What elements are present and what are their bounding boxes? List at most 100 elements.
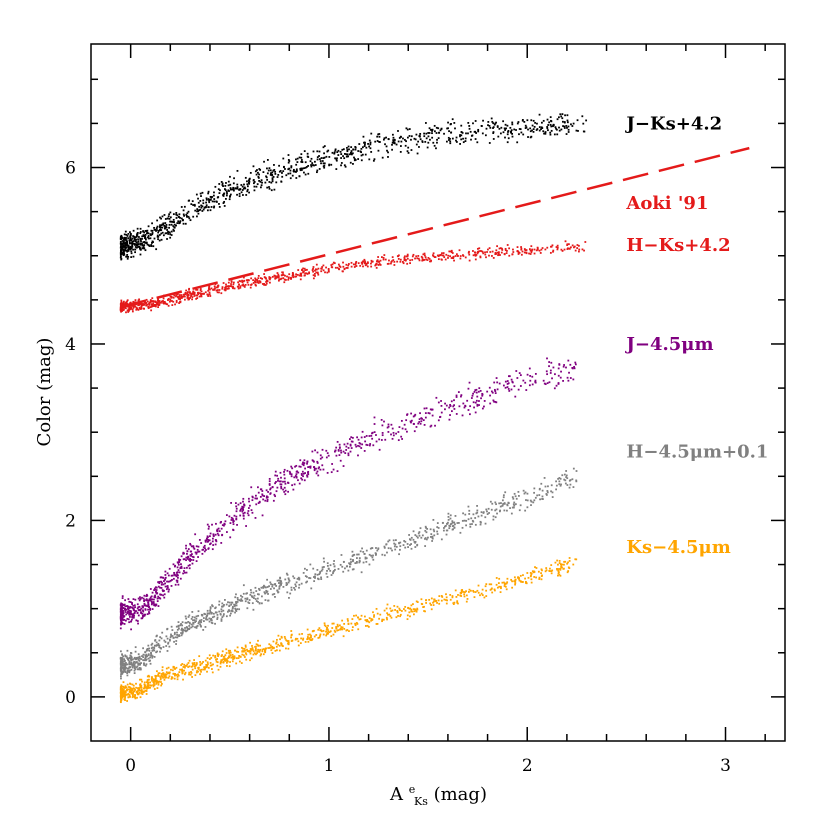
- data-point: [562, 120, 564, 123]
- data-point: [167, 590, 170, 593]
- data-point: [548, 365, 550, 368]
- data-point: [145, 593, 148, 596]
- data-point: [177, 562, 180, 564]
- data-point: [425, 602, 428, 604]
- data-point: [401, 260, 404, 263]
- data-point: [203, 620, 205, 623]
- data-point: [191, 200, 194, 203]
- data-point: [568, 371, 570, 374]
- data-point: [221, 534, 223, 537]
- data-point: [174, 674, 176, 677]
- data-point: [139, 678, 141, 681]
- data-point: [188, 217, 191, 220]
- data-point: [219, 662, 222, 665]
- data-point: [252, 608, 255, 611]
- data-point: [259, 654, 262, 657]
- data-point: [171, 574, 174, 577]
- data-point: [357, 616, 360, 619]
- data-point: [176, 631, 178, 634]
- data-point: [306, 461, 309, 463]
- data-point: [147, 644, 150, 647]
- data-point: [121, 595, 124, 598]
- data-point: [263, 273, 266, 275]
- data-point: [467, 505, 470, 508]
- data-point: [555, 246, 558, 248]
- data-point: [540, 572, 542, 575]
- data-point: [139, 242, 142, 245]
- data-point: [468, 259, 471, 262]
- data-point: [129, 687, 132, 689]
- data-point: [208, 617, 211, 620]
- data-point: [398, 553, 400, 556]
- data-point: [185, 213, 188, 216]
- data-point: [363, 145, 366, 147]
- data-point: [143, 301, 146, 304]
- data-point: [212, 537, 214, 540]
- data-point: [121, 690, 124, 693]
- data-point: [345, 267, 348, 269]
- data-point: [132, 616, 134, 619]
- data-point: [121, 310, 123, 312]
- data-point: [126, 700, 129, 702]
- data-point: [145, 663, 148, 666]
- data-point: [192, 546, 195, 549]
- data-point: [434, 600, 437, 603]
- data-point: [234, 611, 236, 614]
- data-point: [160, 224, 163, 227]
- data-point: [351, 550, 354, 553]
- data-point: [337, 268, 340, 270]
- data-point: [211, 668, 213, 670]
- data-point: [132, 305, 135, 308]
- data-point: [347, 619, 349, 622]
- data-point: [140, 692, 143, 695]
- data-point: [383, 609, 386, 612]
- data-point: [285, 584, 288, 586]
- data-point: [419, 138, 422, 141]
- data-point: [238, 283, 240, 286]
- data-point: [158, 302, 160, 304]
- data-point: [425, 538, 428, 541]
- data-point: [120, 249, 122, 251]
- data-point: [340, 626, 343, 628]
- data-point: [460, 134, 463, 137]
- data-point: [220, 608, 223, 611]
- data-point: [147, 601, 149, 604]
- data-point: [399, 541, 402, 544]
- data-point: [141, 237, 143, 240]
- data-point: [511, 135, 514, 138]
- data-point: [467, 132, 469, 135]
- data-point: [451, 256, 454, 259]
- data-point: [128, 660, 131, 663]
- data-point: [224, 654, 227, 657]
- data-point: [241, 599, 244, 602]
- data-point: [469, 589, 472, 592]
- data-point: [460, 131, 463, 133]
- data-point: [547, 485, 549, 488]
- data-point: [310, 634, 312, 637]
- data-point: [456, 600, 459, 603]
- data-point: [510, 378, 513, 381]
- data-point: [259, 186, 262, 189]
- data-point: [120, 657, 123, 660]
- data-point: [262, 498, 265, 501]
- data-point: [519, 374, 522, 377]
- data-point: [131, 666, 134, 669]
- data-point: [332, 563, 335, 565]
- data-point: [346, 267, 349, 269]
- data-point: [185, 559, 187, 562]
- data-point: [120, 620, 123, 623]
- data-point: [380, 418, 383, 421]
- data-point: [476, 252, 479, 255]
- data-point: [541, 247, 544, 249]
- data-point: [183, 214, 185, 217]
- data-point: [517, 121, 520, 123]
- data-point: [186, 215, 188, 217]
- data-point: [146, 599, 148, 602]
- data-point: [376, 259, 379, 262]
- data-point: [127, 608, 130, 611]
- data-point: [263, 283, 266, 285]
- data-point: [382, 618, 385, 621]
- data-point: [253, 597, 255, 600]
- data-point: [358, 557, 361, 560]
- data-point: [464, 256, 467, 259]
